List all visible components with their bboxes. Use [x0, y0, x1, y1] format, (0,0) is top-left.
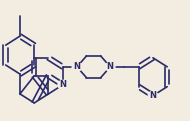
Text: N: N	[150, 91, 156, 100]
Circle shape	[72, 62, 82, 71]
Text: N: N	[107, 62, 114, 71]
Text: N: N	[59, 80, 66, 89]
Text: N: N	[74, 62, 80, 71]
Circle shape	[58, 80, 67, 89]
Circle shape	[105, 62, 115, 71]
Circle shape	[148, 91, 158, 100]
